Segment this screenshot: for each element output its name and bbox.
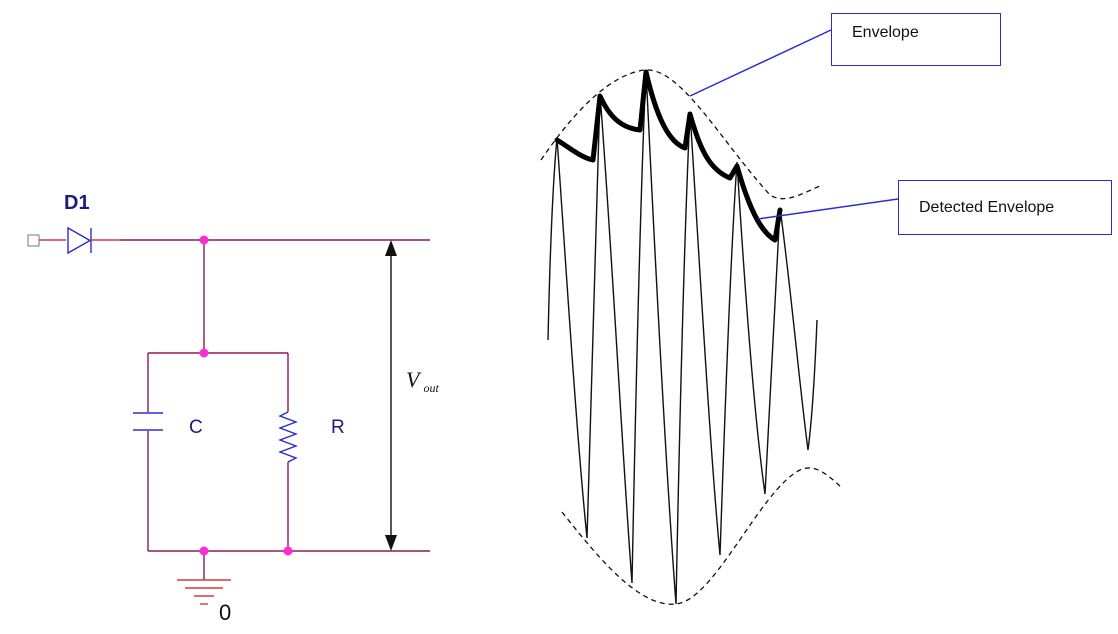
ground-icon xyxy=(177,579,231,605)
detected-envelope-callout: Detected Envelope xyxy=(898,180,1112,235)
upper-envelope-dashed xyxy=(540,69,821,200)
diode-label: D1 xyxy=(64,192,90,214)
diode-symbol xyxy=(67,226,92,255)
node-res-bottom xyxy=(283,546,293,556)
resistor-symbol xyxy=(278,411,298,463)
vout-arrow-head-up xyxy=(385,240,397,256)
node-ground xyxy=(199,546,209,556)
ground-label: 0 xyxy=(219,600,231,625)
vout-label: V out xyxy=(406,367,439,395)
capacitor-symbol xyxy=(133,412,163,431)
vout-label-main: V xyxy=(406,367,422,392)
node-top xyxy=(199,235,209,245)
envelope-callout: Envelope xyxy=(831,13,1001,66)
detected-envelope-callout-text: Detected Envelope xyxy=(919,198,1055,216)
circuit-nodes xyxy=(199,235,293,556)
envelope-callout-text: Envelope xyxy=(852,23,919,41)
lower-envelope-dashed xyxy=(561,467,843,605)
envelope-leader-line xyxy=(689,29,832,97)
am-waveform xyxy=(540,29,899,605)
vout-arrow-head-down xyxy=(385,535,397,551)
input-terminal[interactable] xyxy=(27,234,40,247)
detected-envelope-leader-line xyxy=(757,198,899,220)
resistor-label: R xyxy=(331,417,345,438)
vout-label-sub: out xyxy=(423,381,439,395)
detector-circuit: D1 C R 0 V out xyxy=(27,192,439,625)
node-rc-top xyxy=(199,348,209,358)
carrier-signal xyxy=(547,69,818,605)
detected-envelope-curve xyxy=(554,69,783,243)
capacitor-label: C xyxy=(189,417,203,438)
